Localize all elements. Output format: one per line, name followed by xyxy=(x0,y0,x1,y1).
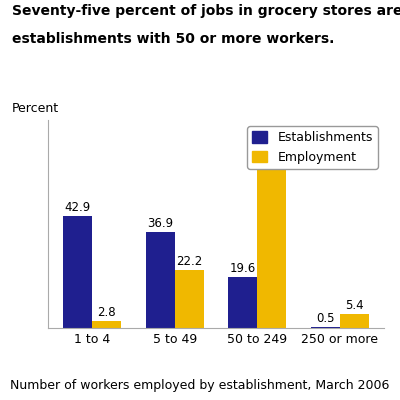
Bar xyxy=(175,270,204,328)
Legend: Establishments, Employment: Establishments, Employment xyxy=(247,126,378,168)
Text: 0.5: 0.5 xyxy=(316,312,335,325)
Bar xyxy=(63,216,92,328)
Bar xyxy=(92,321,121,328)
Text: 5.4: 5.4 xyxy=(345,299,364,312)
Bar xyxy=(257,147,286,328)
Text: 19.6: 19.6 xyxy=(230,262,256,275)
Bar xyxy=(228,277,257,328)
Text: Percent: Percent xyxy=(12,102,59,115)
Text: Seventy-five percent of jobs in grocery stores are in: Seventy-five percent of jobs in grocery … xyxy=(12,4,400,18)
Text: Number of workers employed by establishment, March 2006: Number of workers employed by establishm… xyxy=(10,379,390,392)
Text: establishments with 50 or more workers.: establishments with 50 or more workers. xyxy=(12,32,334,46)
Text: 2.8: 2.8 xyxy=(97,306,116,319)
Text: 69.6: 69.6 xyxy=(258,132,285,145)
Text: 42.9: 42.9 xyxy=(64,201,91,214)
Bar xyxy=(311,327,340,328)
Bar xyxy=(340,314,369,328)
Text: 36.9: 36.9 xyxy=(147,217,173,230)
Bar xyxy=(146,232,175,328)
Text: 22.2: 22.2 xyxy=(176,255,202,268)
